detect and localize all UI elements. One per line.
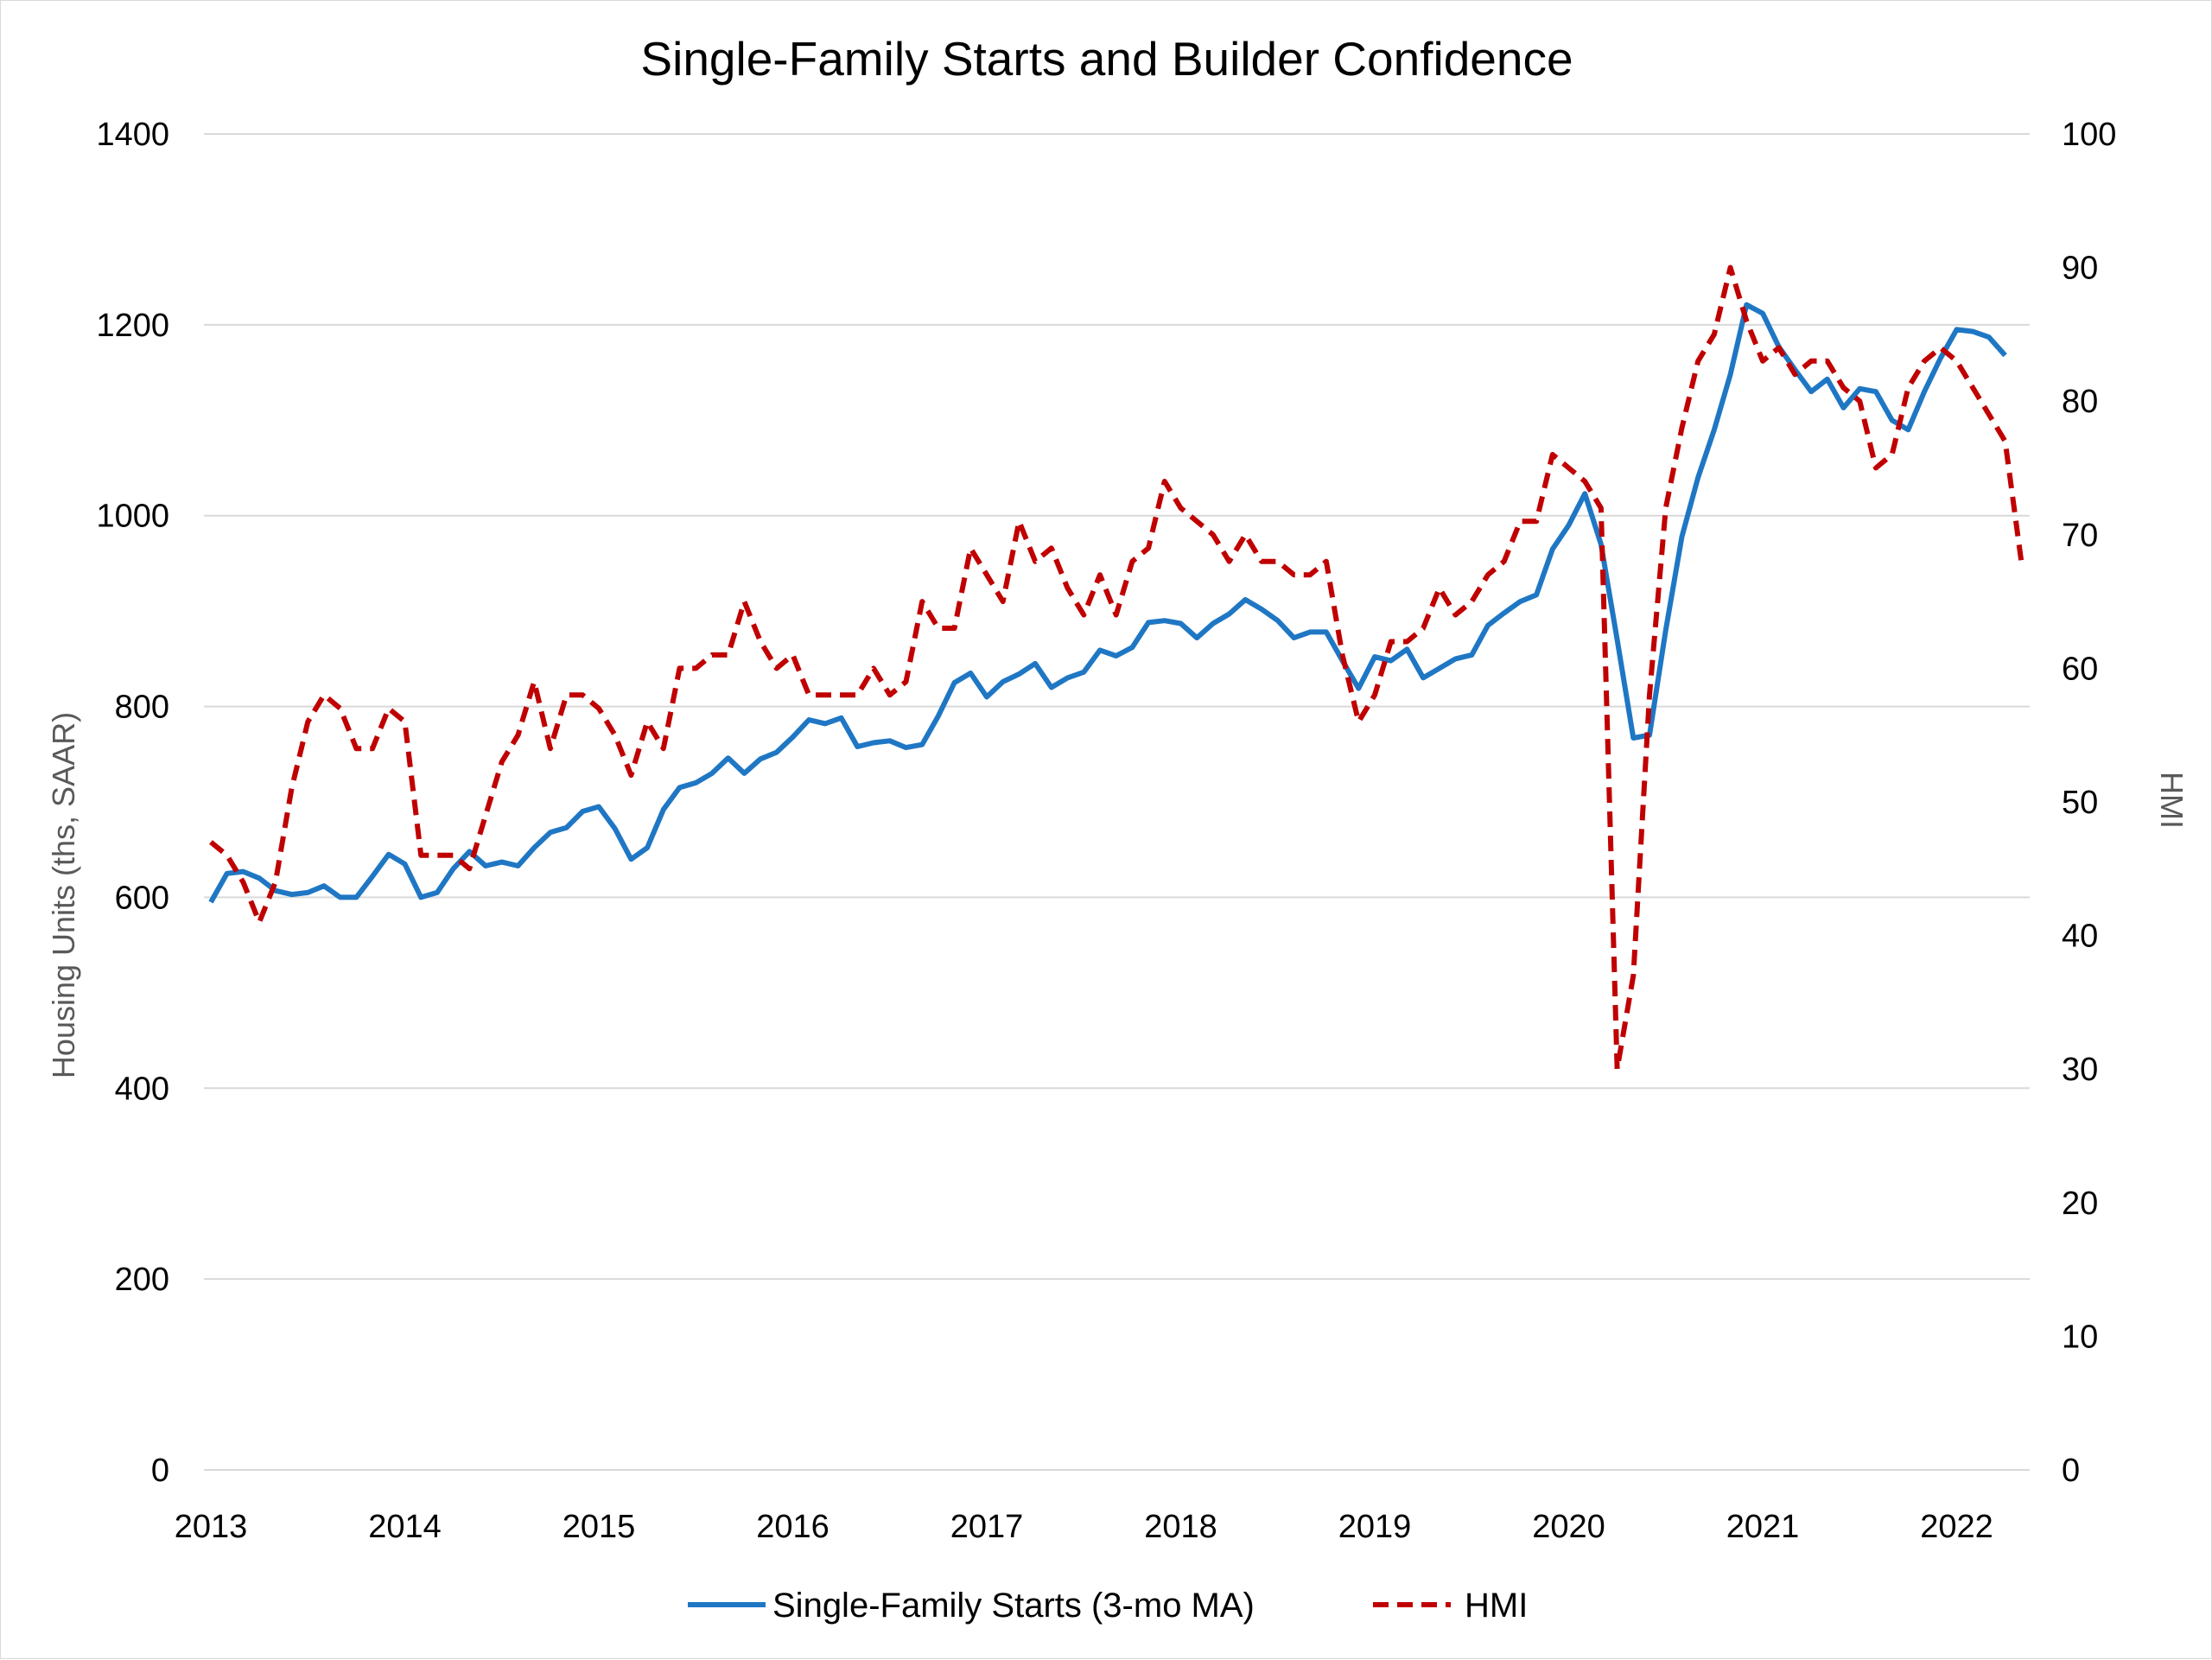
right-tick-label: 30 xyxy=(2062,1052,2098,1088)
left-tick-label: 200 xyxy=(115,1262,169,1298)
left-tick-label: 800 xyxy=(115,690,169,726)
gridlines xyxy=(204,133,2030,1471)
right-axis-ticks: 0 10 20 30 40 50 60 70 80 90 100 xyxy=(2062,117,2116,1489)
x-tick-label: 2015 xyxy=(563,1509,636,1545)
chart-title: Single-Family Starts and Builder Confide… xyxy=(640,32,1573,86)
x-tick-label: 2017 xyxy=(950,1509,1024,1545)
x-tick-label: 2016 xyxy=(756,1509,830,1545)
x-tick-label: 2021 xyxy=(1726,1509,1800,1545)
x-tick-label: 2019 xyxy=(1338,1509,1412,1545)
x-tick-label: 2022 xyxy=(1920,1509,1993,1545)
legend-label-hmi: HMI xyxy=(1465,1587,1528,1625)
right-tick-label: 100 xyxy=(2062,117,2116,153)
x-tick-label: 2013 xyxy=(175,1509,248,1545)
left-tick-label: 1200 xyxy=(96,308,169,344)
right-tick-label: 60 xyxy=(2062,651,2098,687)
x-axis-ticks: 2013 2014 2015 2016 2017 2018 2019 2020 2021 2022 xyxy=(175,1509,1993,1545)
x-tick-label: 2018 xyxy=(1144,1509,1217,1545)
legend-label-starts: Single-Family Starts (3-mo MA) xyxy=(772,1587,1255,1625)
left-tick-label: 400 xyxy=(115,1071,169,1107)
series-line-hmi xyxy=(209,264,2024,1072)
left-tick-label: 1400 xyxy=(96,117,169,153)
right-tick-label: 90 xyxy=(2062,251,2098,287)
x-tick-label: 2020 xyxy=(1532,1509,1605,1545)
left-axis-label: Housing Units (ths, SAAR) xyxy=(46,712,81,1078)
right-tick-label: 70 xyxy=(2062,518,2098,554)
x-tick-label: 2014 xyxy=(368,1509,442,1545)
right-tick-label: 40 xyxy=(2062,919,2098,955)
right-axis-label: HMI xyxy=(2154,772,2190,829)
right-tick-label: 10 xyxy=(2062,1319,2098,1355)
right-tick-label: 50 xyxy=(2062,785,2098,821)
left-tick-label: 0 xyxy=(151,1453,169,1489)
left-tick-label: 600 xyxy=(115,880,169,916)
right-tick-label: 80 xyxy=(2062,384,2098,420)
series-line-starts xyxy=(208,302,2007,904)
series-layer xyxy=(208,264,2024,1072)
right-tick-label: 0 xyxy=(2062,1453,2080,1489)
left-tick-label: 1000 xyxy=(96,499,169,535)
left-axis-ticks: 0 200 400 600 800 1000 1200 1400 xyxy=(96,117,169,1489)
legend: Single-Family Starts (3-mo MA) HMI xyxy=(688,1587,1528,1625)
right-tick-label: 20 xyxy=(2062,1186,2098,1222)
